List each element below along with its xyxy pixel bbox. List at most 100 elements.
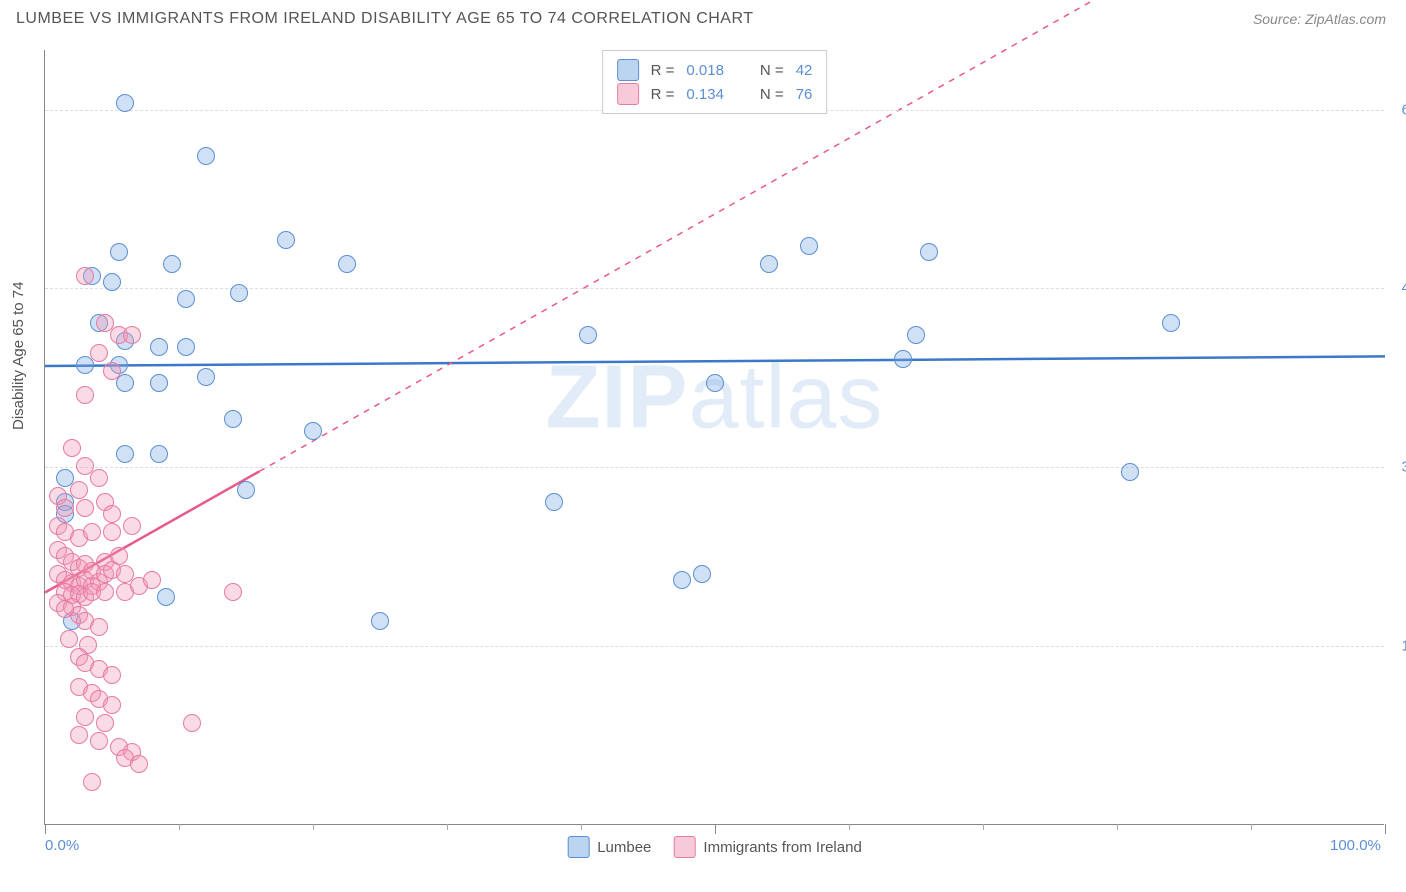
data-point (150, 445, 168, 463)
data-point (150, 338, 168, 356)
x-tick-major (1385, 824, 1386, 834)
data-point (83, 523, 101, 541)
data-point (76, 499, 94, 517)
data-point (579, 326, 597, 344)
data-point (371, 612, 389, 630)
x-tick-major (715, 824, 716, 834)
n-label: N = (760, 86, 784, 103)
data-point (56, 600, 74, 618)
data-point (116, 94, 134, 112)
data-point (103, 666, 121, 684)
legend-swatch (567, 836, 589, 858)
data-point (177, 338, 195, 356)
n-label: N = (760, 62, 784, 79)
legend-item: Lumbee (567, 836, 651, 858)
x-tick-minor (849, 824, 850, 830)
data-point (76, 708, 94, 726)
data-point (894, 350, 912, 368)
data-point (83, 773, 101, 791)
data-point (56, 499, 74, 517)
legend-label: Immigrants from Ireland (703, 839, 861, 856)
x-tick-minor (983, 824, 984, 830)
data-point (76, 386, 94, 404)
data-point (116, 445, 134, 463)
n-value: 42 (796, 62, 813, 79)
data-point (163, 255, 181, 273)
legend-label: Lumbee (597, 839, 651, 856)
x-tick-major (45, 824, 46, 834)
chart-area: ZIPatlas R =0.018N =42R =0.134N =76 Lumb… (44, 50, 1384, 825)
data-point (230, 284, 248, 302)
trend-line (45, 356, 1385, 366)
data-point (673, 571, 691, 589)
y-tick-label: 30.0% (1401, 459, 1406, 476)
x-tick-minor (447, 824, 448, 830)
legend-stats-row: R =0.018N =42 (617, 59, 813, 81)
chart-title: LUMBEE VS IMMIGRANTS FROM IRELAND DISABI… (16, 10, 754, 28)
x-tick-minor (313, 824, 314, 830)
data-point (130, 755, 148, 773)
y-axis-label: Disability Age 65 to 74 (10, 282, 27, 430)
plot-svg (45, 50, 1384, 824)
data-point (60, 630, 78, 648)
data-point (693, 565, 711, 583)
x-tick-minor (1251, 824, 1252, 830)
y-tick-label: 15.0% (1401, 638, 1406, 655)
x-tick-minor (179, 824, 180, 830)
data-point (183, 714, 201, 732)
data-point (116, 374, 134, 392)
x-tick-label: 0.0% (45, 837, 79, 854)
legend-stats-row: R = 0.134 N = 76 (617, 83, 813, 105)
data-point (150, 374, 168, 392)
data-point (338, 255, 356, 273)
data-point (110, 243, 128, 261)
data-point (123, 326, 141, 344)
data-point (90, 469, 108, 487)
r-label: R = (651, 62, 675, 79)
data-point (123, 517, 141, 535)
source-label: Source: ZipAtlas.com (1253, 11, 1386, 27)
data-point (197, 147, 215, 165)
data-point (224, 410, 242, 428)
header: LUMBEE VS IMMIGRANTS FROM IRELAND DISABI… (0, 0, 1406, 36)
data-point (177, 290, 195, 308)
data-point (800, 237, 818, 255)
data-point (1121, 463, 1139, 481)
gridline-h (45, 646, 1384, 647)
data-point (96, 583, 114, 601)
data-point (103, 523, 121, 541)
data-point (63, 439, 81, 457)
y-tick-label: 45.0% (1401, 280, 1406, 297)
y-tick-label: 60.0% (1401, 101, 1406, 118)
data-point (224, 583, 242, 601)
data-point (103, 505, 121, 523)
data-point (96, 714, 114, 732)
data-point (545, 493, 563, 511)
data-point (143, 571, 161, 589)
data-point (920, 243, 938, 261)
legend-swatch (673, 836, 695, 858)
gridline-h (45, 467, 1384, 468)
data-point (90, 732, 108, 750)
r-label: R = (651, 86, 675, 103)
data-point (70, 726, 88, 744)
data-point (90, 618, 108, 636)
n-value: 76 (796, 86, 813, 103)
legend-swatch (617, 59, 639, 81)
x-tick-label: 100.0% (1330, 837, 1381, 854)
data-point (237, 481, 255, 499)
data-point (90, 344, 108, 362)
data-point (70, 481, 88, 499)
legend-item: Immigrants from Ireland (673, 836, 861, 858)
x-tick-minor (1117, 824, 1118, 830)
data-point (103, 273, 121, 291)
data-point (277, 231, 295, 249)
data-point (103, 696, 121, 714)
legend-series: Lumbee Immigrants from Ireland (567, 836, 862, 858)
data-point (706, 374, 724, 392)
data-point (197, 368, 215, 386)
x-tick-minor (581, 824, 582, 830)
r-value: 0.134 (686, 86, 724, 103)
data-point (1162, 314, 1180, 332)
data-point (76, 267, 94, 285)
